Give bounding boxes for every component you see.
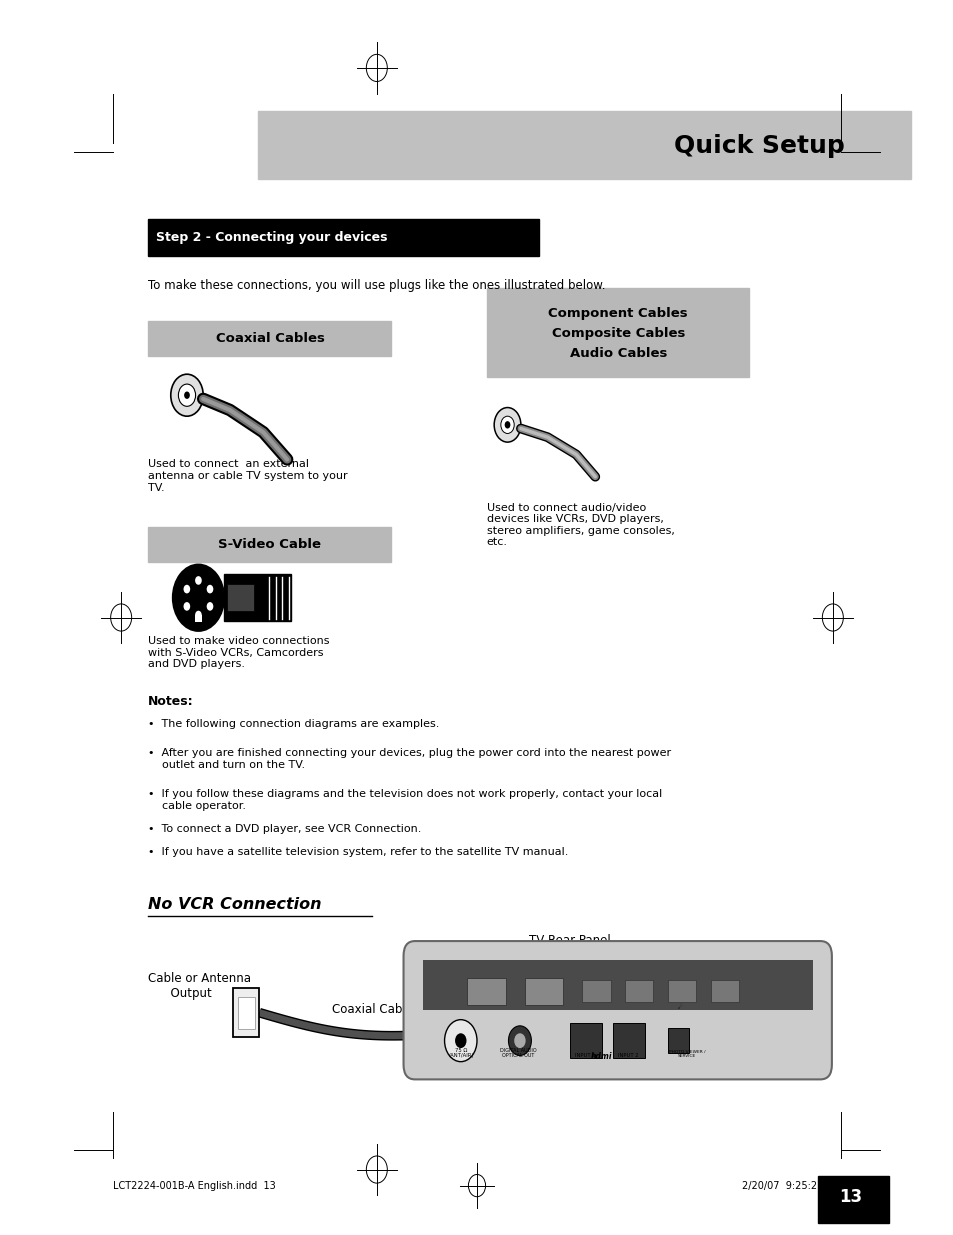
Text: •  If you have a satellite television system, refer to the satellite TV manual.: • If you have a satellite television sys… <box>148 847 568 857</box>
Bar <box>224 574 291 621</box>
Circle shape <box>171 374 203 416</box>
Text: Notes:: Notes: <box>148 695 193 709</box>
Bar <box>148 219 538 256</box>
Text: DIGITAL AUDIO
OPTICAL OUT: DIGITAL AUDIO OPTICAL OUT <box>499 1047 536 1058</box>
Bar <box>233 988 259 1037</box>
Circle shape <box>178 384 195 406</box>
Bar <box>194 615 202 622</box>
Text: Quick Setup: Quick Setup <box>673 133 843 158</box>
Text: TV Rear Panel: TV Rear Panel <box>529 934 611 947</box>
Bar <box>148 321 391 356</box>
Text: ☄: ☄ <box>677 1004 682 1010</box>
Text: S-Video Cable: S-Video Cable <box>218 538 321 551</box>
Text: •  After you are finished connecting your devices, plug the power cord into the : • After you are finished connecting your… <box>148 748 670 769</box>
Bar <box>667 1029 688 1053</box>
Circle shape <box>183 603 190 611</box>
Text: Component Cables
Composite Cables
Audio Cables: Component Cables Composite Cables Audio … <box>548 308 687 359</box>
Circle shape <box>184 391 190 399</box>
Text: Used to connect  an external
antenna or cable TV system to your
TV.: Used to connect an external antenna or c… <box>148 459 347 493</box>
Circle shape <box>183 585 190 594</box>
Circle shape <box>444 1020 476 1062</box>
Bar <box>613 1024 644 1058</box>
Text: Step 2 - Connecting your devices: Step 2 - Connecting your devices <box>155 231 387 243</box>
Bar <box>624 979 653 1002</box>
Bar <box>237 997 254 1029</box>
Text: 2/20/07  9:25:27 AM: 2/20/07 9:25:27 AM <box>741 1181 841 1191</box>
Text: INPUT 2: INPUT 2 <box>618 1053 639 1058</box>
Circle shape <box>504 421 510 429</box>
Bar <box>486 288 748 377</box>
Circle shape <box>494 408 520 442</box>
Text: •  To connect a DVD player, see VCR Connection.: • To connect a DVD player, see VCR Conne… <box>148 824 421 834</box>
Circle shape <box>500 416 514 433</box>
Bar <box>257 111 910 179</box>
Text: Used to connect audio/video
devices like VCRs, DVD players,
stereo amplifiers, g: Used to connect audio/video devices like… <box>486 503 674 547</box>
Text: •  The following connection diagrams are examples.: • The following connection diagrams are … <box>148 719 438 729</box>
Text: Coaxial Cables: Coaxial Cables <box>215 332 324 345</box>
Text: No VCR Connection: No VCR Connection <box>148 897 321 911</box>
Bar <box>467 978 505 1005</box>
Circle shape <box>194 576 201 584</box>
Text: To make these connections, you will use plugs like the ones illustrated below.: To make these connections, you will use … <box>148 279 605 293</box>
Text: •  If you follow these diagrams and the television does not work properly, conta: • If you follow these diagrams and the t… <box>148 789 661 810</box>
Bar <box>524 978 562 1005</box>
Text: PHOTO VIEWER /
SERVICE: PHOTO VIEWER / SERVICE <box>668 1050 704 1058</box>
Bar <box>570 1024 601 1058</box>
Text: hdmi: hdmi <box>591 1052 612 1061</box>
Bar <box>710 979 739 1002</box>
Circle shape <box>207 585 213 594</box>
Bar <box>227 584 253 611</box>
Bar <box>422 961 812 1010</box>
Text: INPUT 1: INPUT 1 <box>575 1053 596 1058</box>
Bar <box>667 979 696 1002</box>
Bar <box>817 1176 888 1223</box>
FancyBboxPatch shape <box>403 941 831 1079</box>
Bar <box>148 527 391 562</box>
Circle shape <box>508 1026 531 1056</box>
Text: Coaxial Cable: Coaxial Cable <box>332 1003 413 1016</box>
Circle shape <box>514 1034 525 1049</box>
Circle shape <box>172 564 224 631</box>
Text: 13: 13 <box>839 1188 862 1205</box>
Circle shape <box>194 611 201 620</box>
Text: 75 Ω
(ANT/AIR): 75 Ω (ANT/AIR) <box>448 1047 473 1058</box>
Text: Used to make video connections
with S-Video VCRs, Camcorders
and DVD players.: Used to make video connections with S-Vi… <box>148 636 329 669</box>
Circle shape <box>207 603 213 611</box>
Bar <box>581 979 610 1002</box>
Circle shape <box>455 1034 466 1049</box>
Text: Cable or Antenna
      Output: Cable or Antenna Output <box>148 972 251 1000</box>
Text: LCT2224-001B-A English.indd  13: LCT2224-001B-A English.indd 13 <box>112 1181 275 1191</box>
